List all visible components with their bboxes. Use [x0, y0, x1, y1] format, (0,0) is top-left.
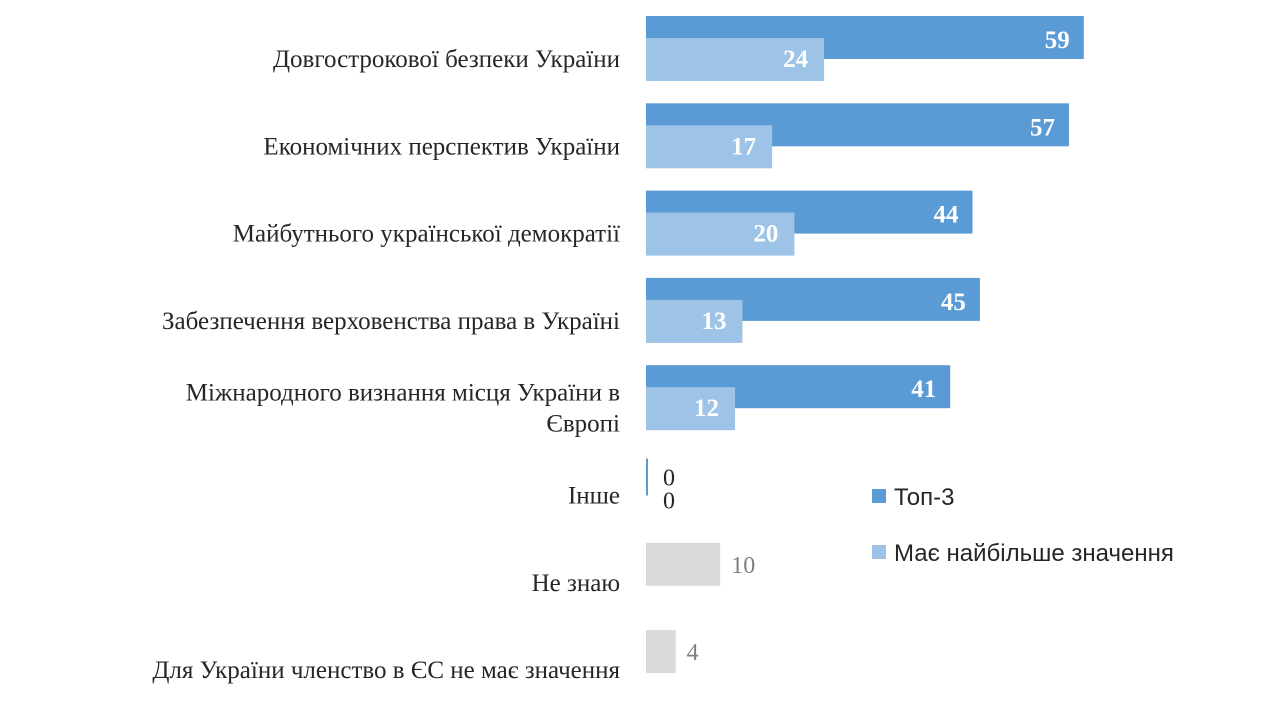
bar-most-important [646, 299, 743, 343]
bar-single [646, 630, 676, 674]
value-labels: 59 24 57 17 44 20 45 13 41 12 00 10 4 [663, 27, 1070, 666]
value-label-most-important: 17 [731, 133, 756, 160]
category-label: Економічних перспектив України [263, 133, 620, 160]
bar-single [646, 542, 721, 586]
value-label-single: 10 [731, 553, 755, 579]
legend: Топ-3 Має найбільше значення [872, 484, 1174, 567]
value-label-most-important: 0 [663, 489, 675, 515]
value-label-single: 4 [687, 640, 699, 666]
value-label-top3: 59 [1045, 27, 1070, 54]
value-label-top3: 41 [911, 376, 936, 403]
category-label: Забезпечення верховенства права в Україн… [162, 308, 620, 335]
category-label: Не знаю [532, 570, 620, 597]
category-labels: Довгострокової безпеки України Економічни… [152, 46, 620, 684]
bars [646, 16, 1084, 674]
value-label-most-important: 20 [753, 221, 778, 248]
value-label-most-important: 13 [701, 308, 726, 335]
bar-most-important [646, 125, 773, 169]
value-label-top3: 45 [941, 289, 966, 316]
category-label: Міжнародного визнання місця України в Євр… [186, 380, 620, 438]
category-label: Довгострокової безпеки України [273, 46, 620, 73]
legend-swatch-most-important [872, 545, 886, 559]
legend-label-most-important: Має найбільше значення [894, 540, 1174, 567]
value-label-top3: 44 [933, 202, 959, 229]
category-label: Інше [568, 483, 620, 510]
category-label: Для України членство в ЄС не має значенн… [152, 657, 620, 684]
bar-most-important [646, 38, 825, 81]
value-label-most-important: 24 [783, 46, 809, 73]
value-label-most-important: 12 [694, 395, 719, 422]
bar-top3 [646, 458, 648, 496]
legend-swatch-top3 [872, 489, 886, 503]
bar-most-important [646, 387, 736, 431]
value-label-top3: 57 [1030, 114, 1055, 141]
category-label: Майбутнього української демократії [233, 221, 620, 248]
legend-label-top3: Топ-3 [894, 484, 954, 511]
bar-most-important [646, 212, 795, 256]
value-label-top3: 0 [663, 466, 675, 492]
